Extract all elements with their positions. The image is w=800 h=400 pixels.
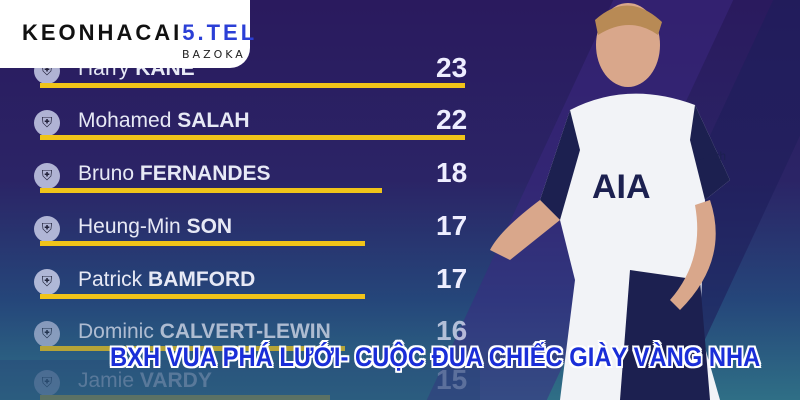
goal-count: 18 <box>436 157 468 188</box>
player-figure: AIA cinch <box>490 3 730 400</box>
logo-box: KEONHACAI5.TEL BAZOKA <box>0 0 254 68</box>
player-name: Jamie VARDY <box>78 369 212 392</box>
tottenham-crest-icon: ⛨ <box>34 216 60 242</box>
logo-subtitle: BAZOKA <box>182 48 246 61</box>
goal-bar <box>40 346 345 351</box>
fade-overlay <box>0 360 480 400</box>
scorer-row: ⛨ Bruno FERNANDES 18 <box>0 157 480 193</box>
site-logo[interactable]: KEONHACAI5.TEL <box>22 20 258 45</box>
goal-bar <box>40 294 365 299</box>
jersey-sleeve: cinch <box>698 149 726 163</box>
goal-bar <box>40 241 365 246</box>
goal-bar <box>40 188 382 193</box>
scorer-row: ⛨ Heung-Min SON 17 <box>0 210 480 246</box>
goal-count: 17 <box>436 210 468 241</box>
scorer-row: ⛨ Dominic CALVERT-LEWIN 16 <box>0 315 480 351</box>
jersey-sponsor: AIA <box>592 168 651 206</box>
goal-count: 23 <box>436 52 468 83</box>
goal-count: 15 <box>436 364 468 395</box>
player-name: Patrick BAMFORD <box>78 268 256 291</box>
leicester-crest-icon: ⛨ <box>34 370 60 396</box>
leeds-crest-icon: ⛨ <box>34 269 60 295</box>
scorer-row: ⛨ Jamie VARDY 15 <box>0 364 480 400</box>
liverpool-crest-icon: ⛨ <box>34 110 60 136</box>
player-name: Mohamed SALAH <box>78 109 250 132</box>
goal-count: 22 <box>436 104 468 135</box>
goal-bar <box>40 135 465 140</box>
scorer-row: ⛨ Mohamed SALAH 22 <box>0 104 480 140</box>
goal-bar <box>40 395 330 400</box>
goal-count: 16 <box>436 315 468 346</box>
player-name: Bruno FERNANDES <box>78 162 271 185</box>
goal-bar <box>40 83 465 88</box>
headline: BXH VUA PHÁ LƯỚI- CUỘC ĐUA CHIẾC GIÀY VÀ… <box>110 342 761 372</box>
player-name: Heung-Min SON <box>78 215 233 238</box>
scorer-row: ⛨ Patrick BAMFORD 17 <box>0 263 480 299</box>
goal-count: 17 <box>436 263 468 294</box>
everton-crest-icon: ⛨ <box>34 321 60 347</box>
player-name: Dominic CALVERT-LEWIN <box>78 320 331 343</box>
man-united-crest-icon: ⛨ <box>34 163 60 189</box>
